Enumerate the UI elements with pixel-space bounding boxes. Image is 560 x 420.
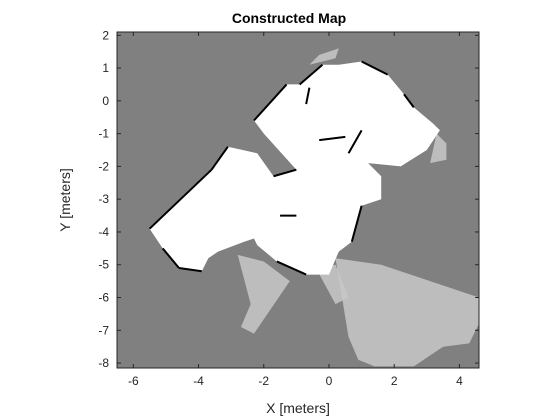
- y-axis-ticks: -8 -7 -6 -5 -4 -3 -2 -1 0 1 2: [98, 28, 479, 370]
- y-tick-label: -5: [98, 258, 109, 272]
- occupied-cell-segment: [305, 87, 311, 105]
- occupied-cell-segment: [319, 135, 346, 142]
- occupied-cell-segment: [403, 93, 415, 108]
- chart-title: Constructed Map: [232, 10, 346, 26]
- y-tick-label: -8: [98, 356, 109, 370]
- y-tick-label: -3: [98, 192, 109, 206]
- x-tick-label: 2: [391, 374, 398, 388]
- partial-free-region: [335, 258, 479, 367]
- occupied-cell-segment: [210, 146, 229, 171]
- y-tick-label: 1: [102, 61, 109, 75]
- x-tick-label: -4: [193, 374, 204, 388]
- occupied-cell-segment: [178, 267, 202, 273]
- x-tick-label: -2: [258, 374, 269, 388]
- x-axis-ticks: -6 -4 -2 0 2 4: [128, 32, 463, 388]
- y-tick-label: -2: [98, 159, 109, 173]
- y-tick-label: 0: [102, 94, 109, 108]
- partial-free-region: [237, 254, 290, 334]
- occupied-cell-segment: [298, 64, 324, 86]
- partial-free-region: [430, 133, 447, 164]
- x-tick-label: 4: [456, 374, 463, 388]
- occupied-cell-segment: [253, 83, 288, 122]
- free-space-region: [289, 176, 316, 209]
- occupied-cell-segment: [273, 168, 297, 178]
- x-axis-label: X [meters]: [266, 400, 330, 416]
- occupied-cell-segment: [350, 205, 363, 243]
- y-tick-label: -6: [98, 291, 109, 305]
- x-tick-label: -6: [128, 374, 139, 388]
- occupied-cell-segment: [347, 129, 363, 154]
- free-space-region: [149, 61, 440, 275]
- occupied-cell-segment: [276, 260, 307, 276]
- y-tick-label: -7: [98, 323, 109, 337]
- x-tick-label: 0: [326, 374, 333, 388]
- occupancy-grid-layer: [148, 48, 479, 367]
- y-tick-label: -4: [98, 225, 109, 239]
- y-axis-label: Y [meters]: [57, 168, 73, 232]
- y-tick-label: 2: [102, 28, 109, 42]
- partial-free-region: [309, 48, 339, 65]
- occupied-cell-segment: [361, 60, 389, 76]
- plot-frame: [116, 31, 480, 369]
- y-tick-label: -1: [98, 127, 109, 141]
- occupied-cell-segment: [148, 168, 213, 230]
- occupied-cell-segment: [161, 247, 180, 269]
